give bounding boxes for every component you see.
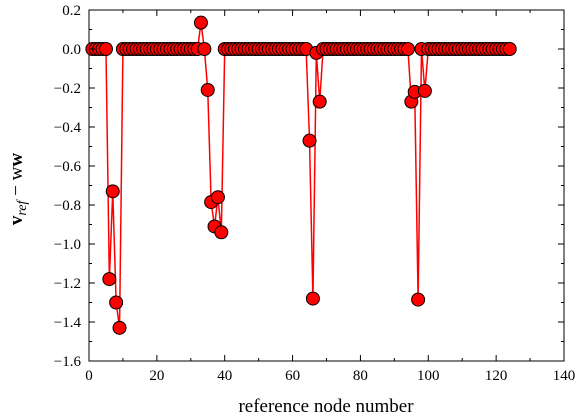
data-point	[305, 291, 320, 306]
y-tick-label: −1.0	[54, 237, 81, 253]
x-tick-label: 60	[285, 368, 300, 384]
y-tick-label: 0.2	[62, 3, 81, 19]
y-tick-label: −0.4	[54, 120, 82, 136]
y-tick-label: 0.0	[62, 42, 81, 58]
y-tick-label: −0.6	[54, 159, 82, 175]
x-tick-label: 120	[485, 368, 508, 384]
data-point	[98, 42, 113, 56]
data-point	[109, 295, 124, 310]
data-point	[112, 320, 127, 335]
data-point	[197, 42, 212, 56]
y-tick-label: −1.4	[54, 315, 82, 331]
x-tick-label: 0	[85, 368, 93, 384]
x-axis-label: reference node number	[238, 396, 414, 417]
data-point	[214, 225, 229, 240]
y-tick-label: −0.2	[54, 81, 81, 97]
y-axis-label-sub: ref	[15, 198, 30, 215]
y-tick-label: −0.8	[54, 198, 81, 214]
data-point	[502, 42, 517, 56]
data-point	[312, 94, 327, 109]
x-tick-label: 20	[149, 368, 164, 384]
data-point	[411, 292, 426, 307]
x-tick-label: 40	[217, 368, 232, 384]
plot-area	[88, 9, 565, 362]
y-axis-label-w: w	[6, 153, 27, 167]
data-layer	[85, 15, 517, 335]
y-axis-label-main: v	[6, 215, 27, 225]
x-tick-label: 100	[417, 368, 440, 384]
data-point	[302, 133, 317, 148]
y-tick-label: −1.6	[54, 354, 82, 370]
data-point	[200, 82, 215, 97]
x-tick-label: 140	[553, 368, 576, 384]
series-line	[92, 22, 510, 328]
data-point	[105, 184, 120, 199]
tick-layer: 0 20 40 60 80 100 120 140 0.2 0.0 −0.2 −0.4 −0.6 −0.8…	[54, 3, 575, 384]
plot-frame	[88, 9, 565, 362]
data-point	[193, 15, 208, 30]
y-axis-label: vref − ww	[6, 153, 30, 225]
y-tick-label: −1.2	[54, 276, 81, 292]
data-point	[400, 42, 415, 56]
x-tick-label: 80	[353, 368, 368, 384]
data-point	[210, 190, 225, 205]
y-axis-label-rest: − w	[6, 166, 27, 200]
data-point	[102, 272, 117, 287]
data-point	[417, 83, 432, 98]
